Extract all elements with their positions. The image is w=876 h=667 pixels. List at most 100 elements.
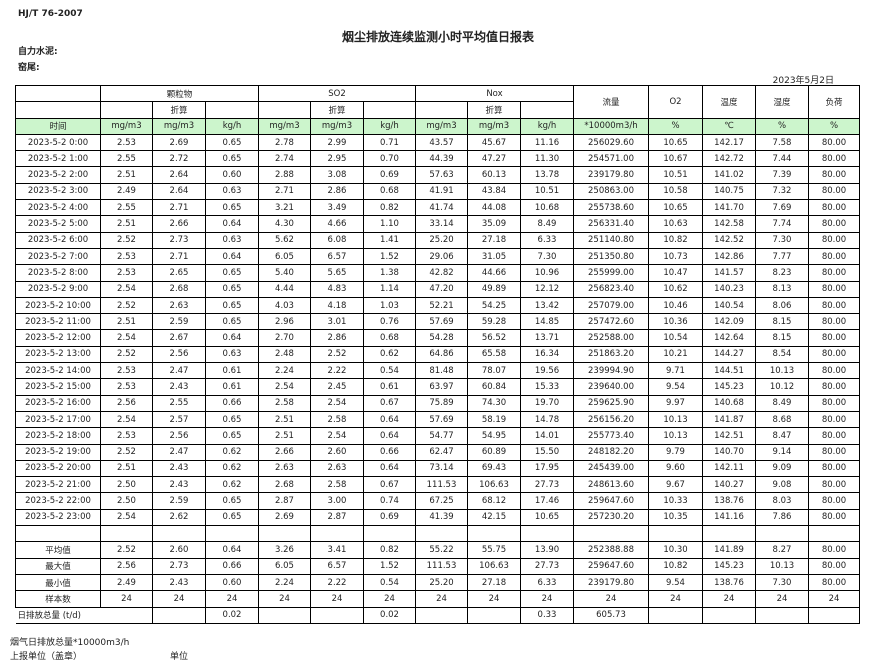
cell: 64.86 <box>415 345 468 364</box>
cell: 257230.20 <box>573 508 649 527</box>
cell: 80.00 <box>808 476 860 494</box>
cell: 8.68 <box>755 410 809 429</box>
cell: 2.51 <box>258 410 311 429</box>
cell: 5.65 <box>310 264 364 282</box>
cell: 0.62 <box>205 476 259 494</box>
cell: 54.95 <box>467 427 521 445</box>
cell: 24 <box>310 590 364 608</box>
table-row-label: 2023-5-2 13:00 <box>15 345 101 364</box>
cell: 2.54 <box>310 427 364 445</box>
cell: 2.53 <box>100 362 153 380</box>
cell: 10.68 <box>520 199 574 217</box>
unit-cell: kg/h <box>205 117 259 135</box>
header-flow: 流量 <box>573 85 649 119</box>
cell: 80.00 <box>808 150 860 168</box>
cell: 2.45 <box>310 378 364 396</box>
daily-total-row: 日排放总量 (t/d) 0.02 0.02 0.33 605.73 <box>15 606 860 624</box>
cell: 2.53 <box>100 378 153 396</box>
table-row: 2023-5-2 23:00 2.54 2.62 0.65 2.69 2.87 0.69 41… <box>15 508 860 527</box>
cell <box>702 606 756 624</box>
stat-row-label: 样本数 <box>15 590 101 608</box>
table-row-label: 2023-5-2 5:00 <box>15 215 101 233</box>
cell: 0.63 <box>205 182 259 201</box>
cell <box>755 525 809 543</box>
cell: 0.61 <box>205 378 259 396</box>
cell: 2.56 <box>100 394 153 412</box>
cell: 54.77 <box>415 427 468 445</box>
unit-cell: kg/h <box>520 117 574 135</box>
cell: 2.43 <box>152 378 206 396</box>
cell: 6.33 <box>520 231 574 249</box>
unit-cell: kg/h <box>363 117 416 135</box>
cell: 27.73 <box>520 476 574 494</box>
cell: 24 <box>415 590 468 608</box>
cell: 2.69 <box>258 508 311 527</box>
cell: 2.59 <box>152 313 206 331</box>
cell: 4.66 <box>310 215 364 233</box>
cell: 2.49 <box>100 182 153 201</box>
cell <box>363 525 416 543</box>
cell: 80.00 <box>808 362 860 380</box>
cell: 2.71 <box>258 182 311 201</box>
cell: 8.49 <box>755 394 809 412</box>
cell: 0.64 <box>363 410 416 429</box>
cell: 4.18 <box>310 296 364 315</box>
cell: 78.07 <box>467 362 521 380</box>
cell: 2.53 <box>100 264 153 282</box>
cell: 2.52 <box>100 231 153 249</box>
cell: 0.74 <box>363 492 416 510</box>
cell: 0.62 <box>205 459 259 478</box>
cell: 24 <box>205 590 259 608</box>
cell: 7.30 <box>755 231 809 249</box>
cell: 0.64 <box>363 459 416 478</box>
cell: 9.54 <box>648 378 703 396</box>
cell: 2.24 <box>258 362 311 380</box>
cell: 144.27 <box>702 345 756 364</box>
cell: 2.50 <box>100 476 153 494</box>
cell <box>520 525 574 543</box>
stat-row: 最小值 2.49 2.43 0.60 2.24 2.22 0.54 25.20 27.18 6.3… <box>15 573 860 592</box>
unit-cell: ℃ <box>702 117 756 135</box>
cell: 2.22 <box>310 362 364 380</box>
cell: 8.15 <box>755 313 809 331</box>
cell: 2.63 <box>258 459 311 478</box>
cell: 2.52 <box>100 443 153 461</box>
cell: 2.56 <box>100 557 153 575</box>
cell: 13.78 <box>520 166 574 184</box>
cell: 2.55 <box>152 394 206 412</box>
cell: 4.30 <box>258 215 311 233</box>
cell: 239179.80 <box>573 166 649 184</box>
company-label: 自力水泥: <box>18 47 58 57</box>
cell: 57.69 <box>415 313 468 331</box>
table-row-label: 2023-5-2 16:00 <box>15 394 101 412</box>
cell: 5.40 <box>258 264 311 282</box>
cell: 7.86 <box>755 508 809 527</box>
cell: 75.89 <box>415 394 468 412</box>
cell: 138.76 <box>702 573 756 592</box>
stat-row: 最大值 2.56 2.73 0.66 6.05 6.57 1.52 111.53 106.63 2… <box>15 557 860 575</box>
cell: 140.23 <box>702 280 756 298</box>
table-row: 2023-5-2 4:00 2.55 2.71 0.65 3.21 3.49 0.82 41.… <box>15 199 860 217</box>
cell: 7.58 <box>755 133 809 152</box>
cell: 140.75 <box>702 182 756 201</box>
cell: 9.14 <box>755 443 809 461</box>
cell: 10.35 <box>648 508 703 527</box>
cell: 2.52 <box>100 345 153 364</box>
header-blank <box>15 84 101 103</box>
unit-cell: *10000m3/h <box>573 117 649 135</box>
cell: 0.65 <box>205 492 259 510</box>
cell: 47.20 <box>415 280 468 298</box>
cell: 8.06 <box>755 296 809 315</box>
unit-cell: mg/m3 <box>467 117 521 135</box>
cell: 1.03 <box>363 296 416 315</box>
cell: 54.28 <box>415 329 468 347</box>
cell: 80.00 <box>808 541 860 559</box>
cell: 10.12 <box>755 378 809 396</box>
unit-cell: mg/m3 <box>100 117 153 135</box>
cell: 14.78 <box>520 410 574 429</box>
cell: 6.33 <box>520 573 574 592</box>
cell: 80.00 <box>808 182 860 201</box>
table-row: 2023-5-2 9:00 2.54 2.68 0.65 4.44 4.83 1.14 47.… <box>15 280 860 298</box>
cell <box>258 606 311 624</box>
cell: 2.58 <box>310 476 364 494</box>
